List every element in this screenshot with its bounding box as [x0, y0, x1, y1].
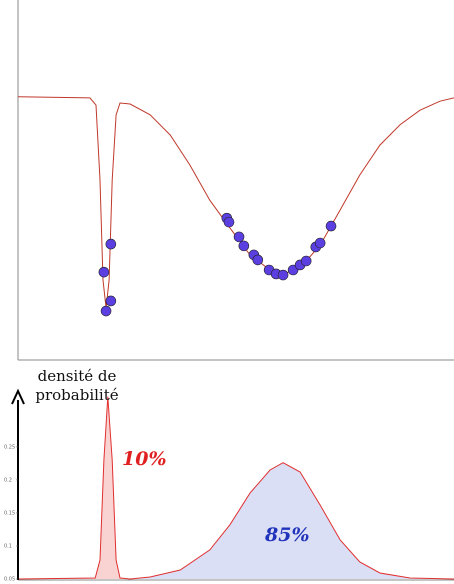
point: [238, 240, 250, 252]
point: [314, 237, 326, 249]
point: [98, 266, 110, 278]
point: [277, 269, 289, 281]
y-tick-label: 0.15: [4, 510, 15, 516]
density-panel: [17, 396, 454, 580]
area-fill: [18, 396, 131, 579]
point: [100, 305, 112, 317]
point: [233, 231, 245, 243]
point: [223, 216, 235, 228]
curve: [17, 96, 454, 309]
point: [325, 220, 337, 232]
point: [105, 295, 117, 307]
point: [252, 254, 264, 266]
y-tick-label: 0.25: [4, 444, 15, 450]
y-tick-label: 0.2: [4, 477, 12, 483]
point: [300, 255, 312, 267]
area-fill: [130, 462, 454, 579]
y-axis-label: densité de probabilité: [35, 367, 119, 404]
y-tick-label: 0.05: [4, 577, 15, 583]
arrow-head: [11, 388, 25, 405]
y-tick-label: 0.1: [4, 543, 12, 549]
annotation: 85%: [264, 524, 310, 546]
density-line: [17, 396, 454, 580]
annotation: 10%: [122, 448, 167, 470]
point: [105, 238, 117, 250]
